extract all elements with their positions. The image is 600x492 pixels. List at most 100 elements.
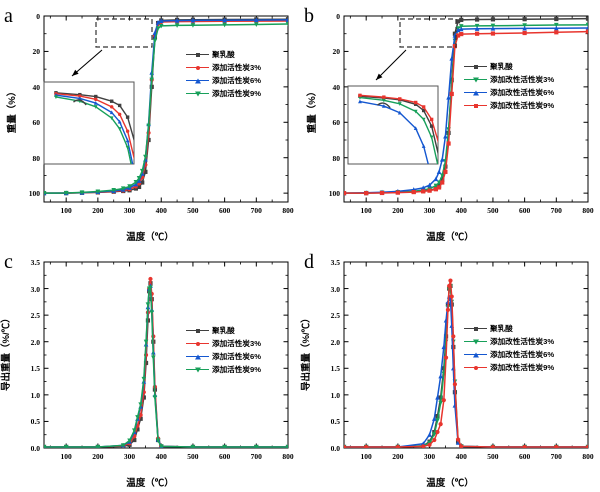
legend-item[interactable]: 添加活性炭3% [186, 337, 261, 350]
legend-line-swatch [464, 327, 487, 331]
data-marker [421, 189, 426, 194]
legend-item[interactable]: 添加活性炭6% [186, 350, 261, 363]
y-tick-label: 3.5 [30, 258, 40, 267]
legend-item[interactable]: 添加活性炭6% [186, 74, 261, 87]
data-marker [135, 427, 140, 432]
y-tick-label: 100 [328, 189, 340, 199]
legend-marker [472, 90, 479, 96]
data-marker [143, 169, 148, 174]
legend-marker [473, 327, 478, 331]
data-marker [158, 18, 164, 24]
inset-pla-hump [377, 102, 391, 109]
data-marker [136, 175, 142, 181]
data-marker [522, 444, 527, 448]
data-marker [79, 190, 85, 195]
x-axis-label: 温度（℃） [126, 232, 174, 243]
data-marker [413, 126, 418, 131]
data-marker [94, 94, 98, 99]
legend-line-swatch [186, 367, 209, 373]
data-marker [435, 395, 440, 400]
legend-item[interactable]: 添加活性炭9% [186, 363, 261, 376]
legend-item[interactable]: 添加改性活性炭6% [464, 86, 554, 99]
data-marker [141, 376, 147, 382]
legend-label: 添加活性炭6% [212, 352, 261, 361]
zoom-arrow-head [376, 73, 383, 80]
legend-item[interactable]: 添加改性活性炭3% [464, 335, 554, 348]
data-marker [433, 176, 439, 182]
data-marker [436, 185, 442, 190]
data-marker [95, 444, 101, 448]
data-marker [432, 437, 437, 443]
legend-item[interactable]: 聚乳酸 [464, 322, 554, 335]
legend-marker [473, 366, 478, 370]
data-marker [120, 443, 126, 448]
y-tick-label: 2.0 [330, 337, 340, 347]
data-marker [132, 437, 137, 443]
legend-item[interactable]: 聚乳酸 [186, 48, 261, 61]
legend-item[interactable]: 聚乳酸 [464, 60, 554, 73]
plot-b [343, 15, 589, 203]
data-marker [44, 191, 47, 196]
legend-item[interactable]: 添加改性活性炭9% [464, 361, 554, 374]
data-marker [364, 444, 369, 448]
data-marker [155, 26, 161, 31]
y-tick-label: 0.0 [330, 444, 340, 453]
x-axis-label: 温度（℃） [426, 478, 474, 489]
data-marker [585, 29, 588, 34]
x-tick-label: 600 [518, 452, 531, 461]
data-marker [459, 17, 464, 22]
legend-item[interactable]: 添加改性活性炭3% [464, 73, 554, 86]
data-marker [439, 156, 445, 162]
x-tick-label: 400 [155, 206, 167, 215]
data-marker [554, 444, 559, 448]
data-marker [522, 30, 527, 36]
legend-line-swatch [186, 342, 209, 346]
legend-a: 聚乳酸 添加活性炭3% 添加活性炭6% 添加活性炭9% [186, 48, 261, 100]
data-marker [155, 19, 161, 25]
legend-item[interactable]: 添加改性活性炭6% [464, 348, 554, 361]
plot-d [343, 261, 589, 449]
y-tick-label: 1.5 [30, 364, 40, 374]
data-marker [254, 17, 259, 23]
y-tick-label: 2.5 [30, 311, 40, 321]
x-tick-label: 700 [250, 452, 262, 461]
panel-letter-a: a [4, 5, 13, 27]
data-marker [120, 186, 126, 192]
data-marker [522, 25, 527, 31]
series-group [44, 276, 288, 448]
legend-item[interactable]: 添加改性活性炭9% [464, 99, 554, 112]
y-tick-label: 0.5 [330, 417, 340, 427]
data-marker [139, 168, 145, 174]
data-marker [427, 442, 432, 447]
legend-item[interactable]: 添加活性炭9% [186, 87, 261, 100]
legend-item[interactable]: 添加活性炭3% [186, 61, 261, 74]
data-marker [125, 129, 130, 133]
y-tick-label: 20 [332, 47, 341, 57]
x-tick-label: 100 [360, 452, 372, 461]
y-tick-label: 0 [336, 12, 340, 21]
data-marker [522, 23, 527, 28]
data-marker [435, 418, 440, 423]
legend-label: 聚乳酸 [490, 324, 513, 333]
series-group [344, 278, 588, 448]
data-marker [358, 93, 362, 98]
data-marker [127, 184, 132, 189]
legend-line-swatch [186, 329, 209, 333]
data-marker [449, 294, 454, 299]
data-marker [490, 26, 496, 31]
data-marker [585, 16, 588, 21]
legend-label: 添加改性活性炭6% [490, 350, 555, 359]
x-tick-label: 700 [550, 452, 562, 461]
x-tick-label: 600 [518, 206, 531, 215]
legend-item[interactable]: 聚乳酸 [186, 324, 261, 337]
panel-letter-d: d [304, 251, 314, 273]
panel-d: d 100 200 300 400 500 600 700 800 0.0 0.5 1.0 1.5 2.0… [300, 246, 600, 492]
legend-line-swatch [464, 339, 487, 345]
y-tick-label: 3.0 [30, 284, 40, 294]
data-marker [421, 117, 426, 122]
x-tick-label: 200 [92, 452, 104, 461]
data-marker [397, 110, 402, 115]
data-marker [158, 444, 164, 448]
x-tick-label: 800 [282, 452, 294, 461]
